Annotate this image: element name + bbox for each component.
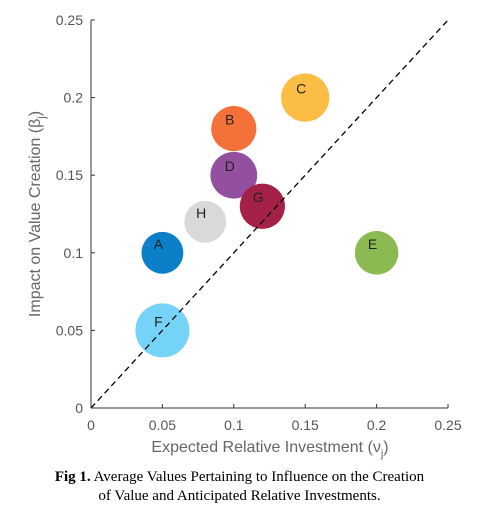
bubbles-layer: A B C D E F G H xyxy=(135,73,399,358)
bubble-label-e: E xyxy=(368,236,377,252)
x-axis-label-subscript: j xyxy=(380,448,383,460)
figure-caption: Fig 1. Average Values Pertaining to Infl… xyxy=(0,468,479,506)
caption-line-2: of Value and Anticipated Relative Invest… xyxy=(98,488,381,504)
y-tick-label: 0.05 xyxy=(56,322,83,338)
bubble-circle-b xyxy=(211,106,257,152)
bubble-e: E xyxy=(354,231,399,275)
y-axis-label: Impact on Value Creation (βj) xyxy=(27,111,48,317)
x-tick-label: 0.1 xyxy=(224,417,244,433)
y-tick-label: 0 xyxy=(75,400,83,416)
bubble-label-d: D xyxy=(225,158,235,174)
bubble-label-a: A xyxy=(154,236,164,252)
bubble-label-c: C xyxy=(296,81,306,97)
caption-line-1: Fig 1. Average Values Pertaining to Infl… xyxy=(0,468,479,487)
bubble-circle-g xyxy=(239,183,285,229)
reference-diagonal-line xyxy=(90,19,449,409)
x-tick-label: 0 xyxy=(87,417,95,433)
bubble-b: B xyxy=(211,106,257,152)
bubble-circle-h xyxy=(184,200,227,243)
y-tick-label: 0.1 xyxy=(64,245,84,261)
x-axis-label: Expected Relative Investment (νj) xyxy=(151,439,388,460)
bubble-a: A xyxy=(141,231,184,274)
caption-text-1: Average Values Pertaining to Influence o… xyxy=(90,469,425,485)
bubble-circle-d xyxy=(210,151,258,199)
bubble-d: D xyxy=(210,151,258,199)
y-ticks: 0 0.05 0.1 0.15 0.2 0.25 xyxy=(56,12,95,416)
caption-prefix: Fig 1. xyxy=(54,469,91,485)
x-tick-label: 0.05 xyxy=(149,417,176,433)
bubble-chart: A B C D E F G H 0 0.05 0.1 0.15 0.2 0.25 0 0.05 0.1 0.1… xyxy=(27,12,462,460)
bubble-h: H xyxy=(184,200,227,243)
bubble-label-h: H xyxy=(196,205,206,221)
x-tick-label: 0.25 xyxy=(434,417,461,433)
bubble-circle-e xyxy=(354,231,399,275)
y-tick-label: 0.15 xyxy=(56,167,83,183)
bubble-label-b: B xyxy=(225,112,234,128)
y-tick-label: 0.25 xyxy=(56,12,83,28)
y-tick-label: 0.2 xyxy=(64,90,84,106)
bubble-label-g: G xyxy=(253,189,264,205)
bubble-g: G xyxy=(239,183,285,229)
bubble-label-f: F xyxy=(154,313,163,329)
x-tick-label: 0.2 xyxy=(367,417,387,433)
x-ticks: 0 0.05 0.1 0.15 0.2 0.25 xyxy=(87,404,462,433)
bubble-c: C xyxy=(281,73,330,122)
bubble-circle-a xyxy=(141,231,184,274)
bubble-circle-c xyxy=(281,73,330,122)
y-axis-label-subscript: j xyxy=(36,116,48,119)
x-tick-label: 0.15 xyxy=(292,417,319,433)
